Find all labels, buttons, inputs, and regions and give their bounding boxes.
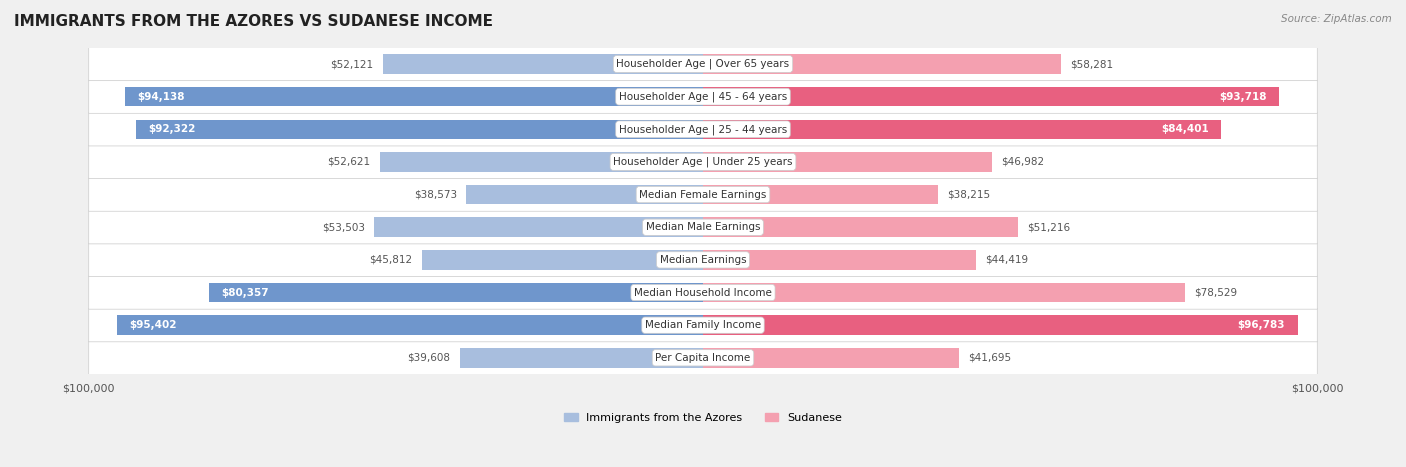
Bar — [703, 120, 1222, 139]
Text: Source: ZipAtlas.com: Source: ZipAtlas.com — [1281, 14, 1392, 24]
Text: Median Household Income: Median Household Income — [634, 288, 772, 297]
Text: $45,812: $45,812 — [370, 255, 412, 265]
Bar — [703, 218, 1018, 237]
Text: Median Earnings: Median Earnings — [659, 255, 747, 265]
Bar — [125, 87, 703, 106]
Text: $93,718: $93,718 — [1219, 92, 1267, 102]
Bar — [465, 185, 703, 205]
Bar — [703, 250, 976, 269]
FancyBboxPatch shape — [89, 341, 1317, 375]
Bar — [703, 54, 1062, 74]
Text: IMMIGRANTS FROM THE AZORES VS SUDANESE INCOME: IMMIGRANTS FROM THE AZORES VS SUDANESE I… — [14, 14, 494, 29]
Bar — [136, 120, 703, 139]
Text: Per Capita Income: Per Capita Income — [655, 353, 751, 363]
Text: $96,783: $96,783 — [1237, 320, 1285, 330]
FancyBboxPatch shape — [89, 145, 1317, 178]
Bar — [703, 315, 1298, 335]
Text: $39,608: $39,608 — [408, 353, 450, 363]
Text: $58,281: $58,281 — [1070, 59, 1114, 69]
Text: $44,419: $44,419 — [986, 255, 1028, 265]
FancyBboxPatch shape — [89, 243, 1317, 276]
Bar — [703, 348, 959, 368]
Text: $38,573: $38,573 — [413, 190, 457, 199]
Text: $38,215: $38,215 — [948, 190, 990, 199]
Bar — [703, 87, 1278, 106]
Bar — [117, 315, 703, 335]
Text: Householder Age | Under 25 years: Householder Age | Under 25 years — [613, 157, 793, 167]
Text: Householder Age | 45 - 64 years: Householder Age | 45 - 64 years — [619, 92, 787, 102]
Bar — [380, 152, 703, 172]
Bar — [703, 283, 1185, 302]
Text: $92,322: $92,322 — [148, 124, 195, 134]
Text: Householder Age | Over 65 years: Householder Age | Over 65 years — [616, 59, 790, 69]
FancyBboxPatch shape — [89, 211, 1317, 244]
FancyBboxPatch shape — [89, 276, 1317, 309]
Text: Median Male Earnings: Median Male Earnings — [645, 222, 761, 232]
Bar — [422, 250, 703, 269]
Text: $94,138: $94,138 — [136, 92, 184, 102]
Text: $95,402: $95,402 — [129, 320, 177, 330]
Bar — [703, 152, 991, 172]
Bar — [374, 218, 703, 237]
Text: Median Female Earnings: Median Female Earnings — [640, 190, 766, 199]
Bar — [460, 348, 703, 368]
Text: $52,121: $52,121 — [330, 59, 374, 69]
Bar — [382, 54, 703, 74]
Legend: Immigrants from the Azores, Sudanese: Immigrants from the Azores, Sudanese — [560, 408, 846, 427]
Text: $84,401: $84,401 — [1161, 124, 1209, 134]
Text: $52,621: $52,621 — [328, 157, 371, 167]
FancyBboxPatch shape — [89, 309, 1317, 342]
FancyBboxPatch shape — [89, 80, 1317, 113]
Bar — [209, 283, 703, 302]
FancyBboxPatch shape — [89, 113, 1317, 146]
Text: $53,503: $53,503 — [322, 222, 366, 232]
Bar — [703, 185, 938, 205]
Text: Median Family Income: Median Family Income — [645, 320, 761, 330]
Text: Householder Age | 25 - 44 years: Householder Age | 25 - 44 years — [619, 124, 787, 134]
Text: $46,982: $46,982 — [1001, 157, 1043, 167]
Text: $41,695: $41,695 — [969, 353, 1011, 363]
Text: $80,357: $80,357 — [222, 288, 270, 297]
Text: $78,529: $78,529 — [1195, 288, 1237, 297]
FancyBboxPatch shape — [89, 47, 1317, 81]
Text: $51,216: $51,216 — [1026, 222, 1070, 232]
FancyBboxPatch shape — [89, 178, 1317, 211]
